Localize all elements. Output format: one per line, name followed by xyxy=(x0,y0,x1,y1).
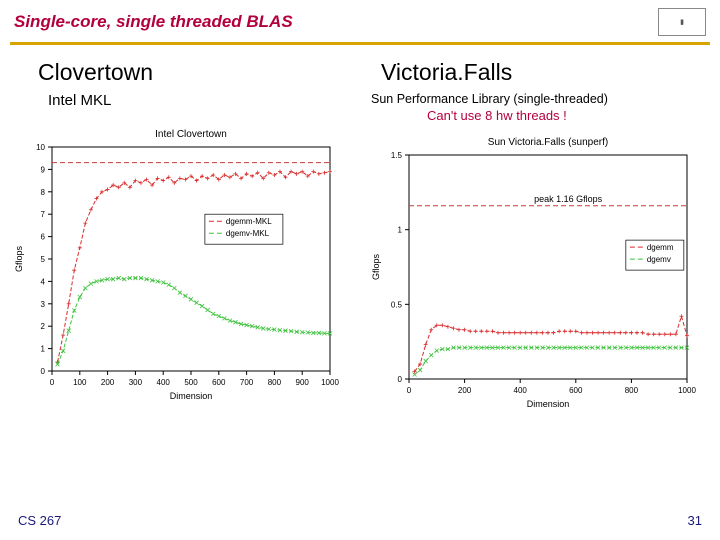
slide-title: Single-core, single threaded BLAS xyxy=(14,12,293,32)
svg-text:dgemv: dgemv xyxy=(647,255,671,264)
svg-text:400: 400 xyxy=(157,378,171,387)
right-chart: 0 200 400 600 800 1000 0 0.5 1 1.5 Dimension Gflops… xyxy=(367,133,697,413)
footer-right: 31 xyxy=(688,513,702,528)
svg-text:dgemm-MKL: dgemm-MKL xyxy=(226,217,272,226)
svg-text:2: 2 xyxy=(41,322,46,331)
svg-text:5: 5 xyxy=(41,255,46,264)
svg-text:9: 9 xyxy=(41,165,46,174)
svg-text:0.5: 0.5 xyxy=(391,300,403,309)
svg-text:Gflops: Gflops xyxy=(14,245,24,272)
right-col-subtitle: Sun Performance Library (single-threaded… xyxy=(367,92,608,106)
svg-text:200: 200 xyxy=(458,386,472,395)
left-col-subtitle: Intel MKL xyxy=(10,92,111,109)
footer-left: CS 267 xyxy=(18,513,61,528)
svg-text:dgemv-MKL: dgemv-MKL xyxy=(226,229,270,238)
svg-text:0: 0 xyxy=(50,378,55,387)
svg-text:0: 0 xyxy=(407,386,412,395)
svg-text:1000: 1000 xyxy=(678,386,696,395)
svg-text:peak 1.16 Gflops: peak 1.16 Gflops xyxy=(534,194,603,204)
svg-text:600: 600 xyxy=(569,386,583,395)
svg-text:8: 8 xyxy=(41,188,46,197)
svg-text:300: 300 xyxy=(129,378,143,387)
svg-text:1: 1 xyxy=(398,226,403,235)
svg-text:200: 200 xyxy=(101,378,115,387)
svg-text:10: 10 xyxy=(36,143,45,152)
svg-text:1.5: 1.5 xyxy=(391,151,403,160)
svg-text:800: 800 xyxy=(625,386,639,395)
svg-text:800: 800 xyxy=(268,378,282,387)
svg-text:Intel Clovertown: Intel Clovertown xyxy=(155,129,227,140)
svg-text:900: 900 xyxy=(296,378,310,387)
svg-text:600: 600 xyxy=(212,378,226,387)
svg-text:500: 500 xyxy=(184,378,198,387)
left-col-title: Clovertown xyxy=(10,59,153,86)
svg-text:1000: 1000 xyxy=(321,378,339,387)
svg-text:400: 400 xyxy=(514,386,528,395)
svg-text:1: 1 xyxy=(41,345,46,354)
svg-text:100: 100 xyxy=(73,378,87,387)
right-col-warning: Can't use 8 hw threads ! xyxy=(367,108,567,123)
svg-text:7: 7 xyxy=(41,210,46,219)
svg-text:0: 0 xyxy=(41,367,46,376)
svg-text:6: 6 xyxy=(41,233,46,242)
left-chart: 0 100 200 300 400 500 600 700 800 900 1000 0 1 2 3 4 5 6 7… xyxy=(10,125,340,405)
svg-text:dgemm: dgemm xyxy=(647,243,674,252)
left-column: Clovertown Intel MKL 0100200300400500600… xyxy=(10,59,353,413)
svg-text:3: 3 xyxy=(41,300,46,309)
svg-text:Dimension: Dimension xyxy=(170,391,213,401)
institution-logo: ▮ xyxy=(658,8,706,36)
svg-text:Sun Victoria.Falls (sunperf): Sun Victoria.Falls (sunperf) xyxy=(488,137,608,148)
svg-text:Gflops: Gflops xyxy=(371,253,381,280)
svg-text:Dimension: Dimension xyxy=(527,399,570,409)
right-column: Victoria.Falls Sun Performance Library (… xyxy=(367,59,710,413)
right-col-title: Victoria.Falls xyxy=(367,59,512,86)
svg-text:4: 4 xyxy=(41,277,46,286)
svg-text:0: 0 xyxy=(398,375,403,384)
svg-text:700: 700 xyxy=(240,378,254,387)
